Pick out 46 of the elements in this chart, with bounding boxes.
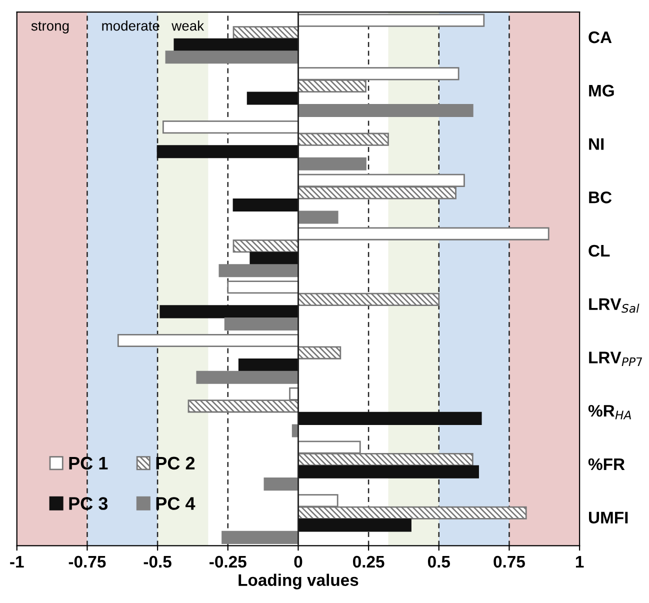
bar [160,305,299,318]
x-tick-label: -1 [10,556,24,568]
x-tick-label: 0.75 [494,556,525,568]
band-label: moderate [102,20,160,31]
bar [298,157,366,170]
bar [298,104,474,118]
y-tick-label: CA [588,31,612,44]
legend-label: PC 1 [69,456,108,470]
legend-label: PC 3 [69,497,108,510]
y-tick-label: CL [588,244,610,257]
bar [246,92,299,105]
bar [264,478,299,491]
legend-label: PC 4 [156,497,196,510]
y-tick-label: %FR [588,458,625,470]
bar [165,50,299,64]
y-tick-label: BC [589,192,612,204]
y-tick-label: LRV$_{Sal}$ [589,298,640,313]
y-tick-label: UMFI [588,512,628,524]
x-tick-label: 0 [294,556,302,568]
bar [222,530,299,544]
bar [232,198,299,212]
bar [174,38,299,52]
bar [238,358,299,372]
bar [298,465,479,478]
bar [298,518,412,532]
x-axis-title: Loading values [238,574,358,590]
bar [196,370,299,384]
band-label: weak [172,20,204,31]
legend-label: PC 2 [156,456,195,470]
x-tick-label: 1 [576,556,584,568]
y-tick-label: NI [589,138,604,150]
bar [218,264,299,278]
y-tick-label: %R$_{HA}$ [588,404,631,420]
x-tick-label: -0.25 [210,556,246,568]
bar [298,412,482,425]
bar [224,317,299,331]
bar [156,145,299,158]
y-tick-label: MG [589,84,614,97]
band-label: strong [31,22,69,34]
y-tick-label: LRV$_{PP7}$ [589,352,642,366]
x-tick-label: 0.5 [428,556,450,568]
x-tick-label: -0.5 [144,556,172,568]
bar [298,210,338,224]
x-tick-label: -0.75 [68,556,106,568]
x-tick-label: 0.25 [352,556,384,568]
bar [250,252,299,265]
